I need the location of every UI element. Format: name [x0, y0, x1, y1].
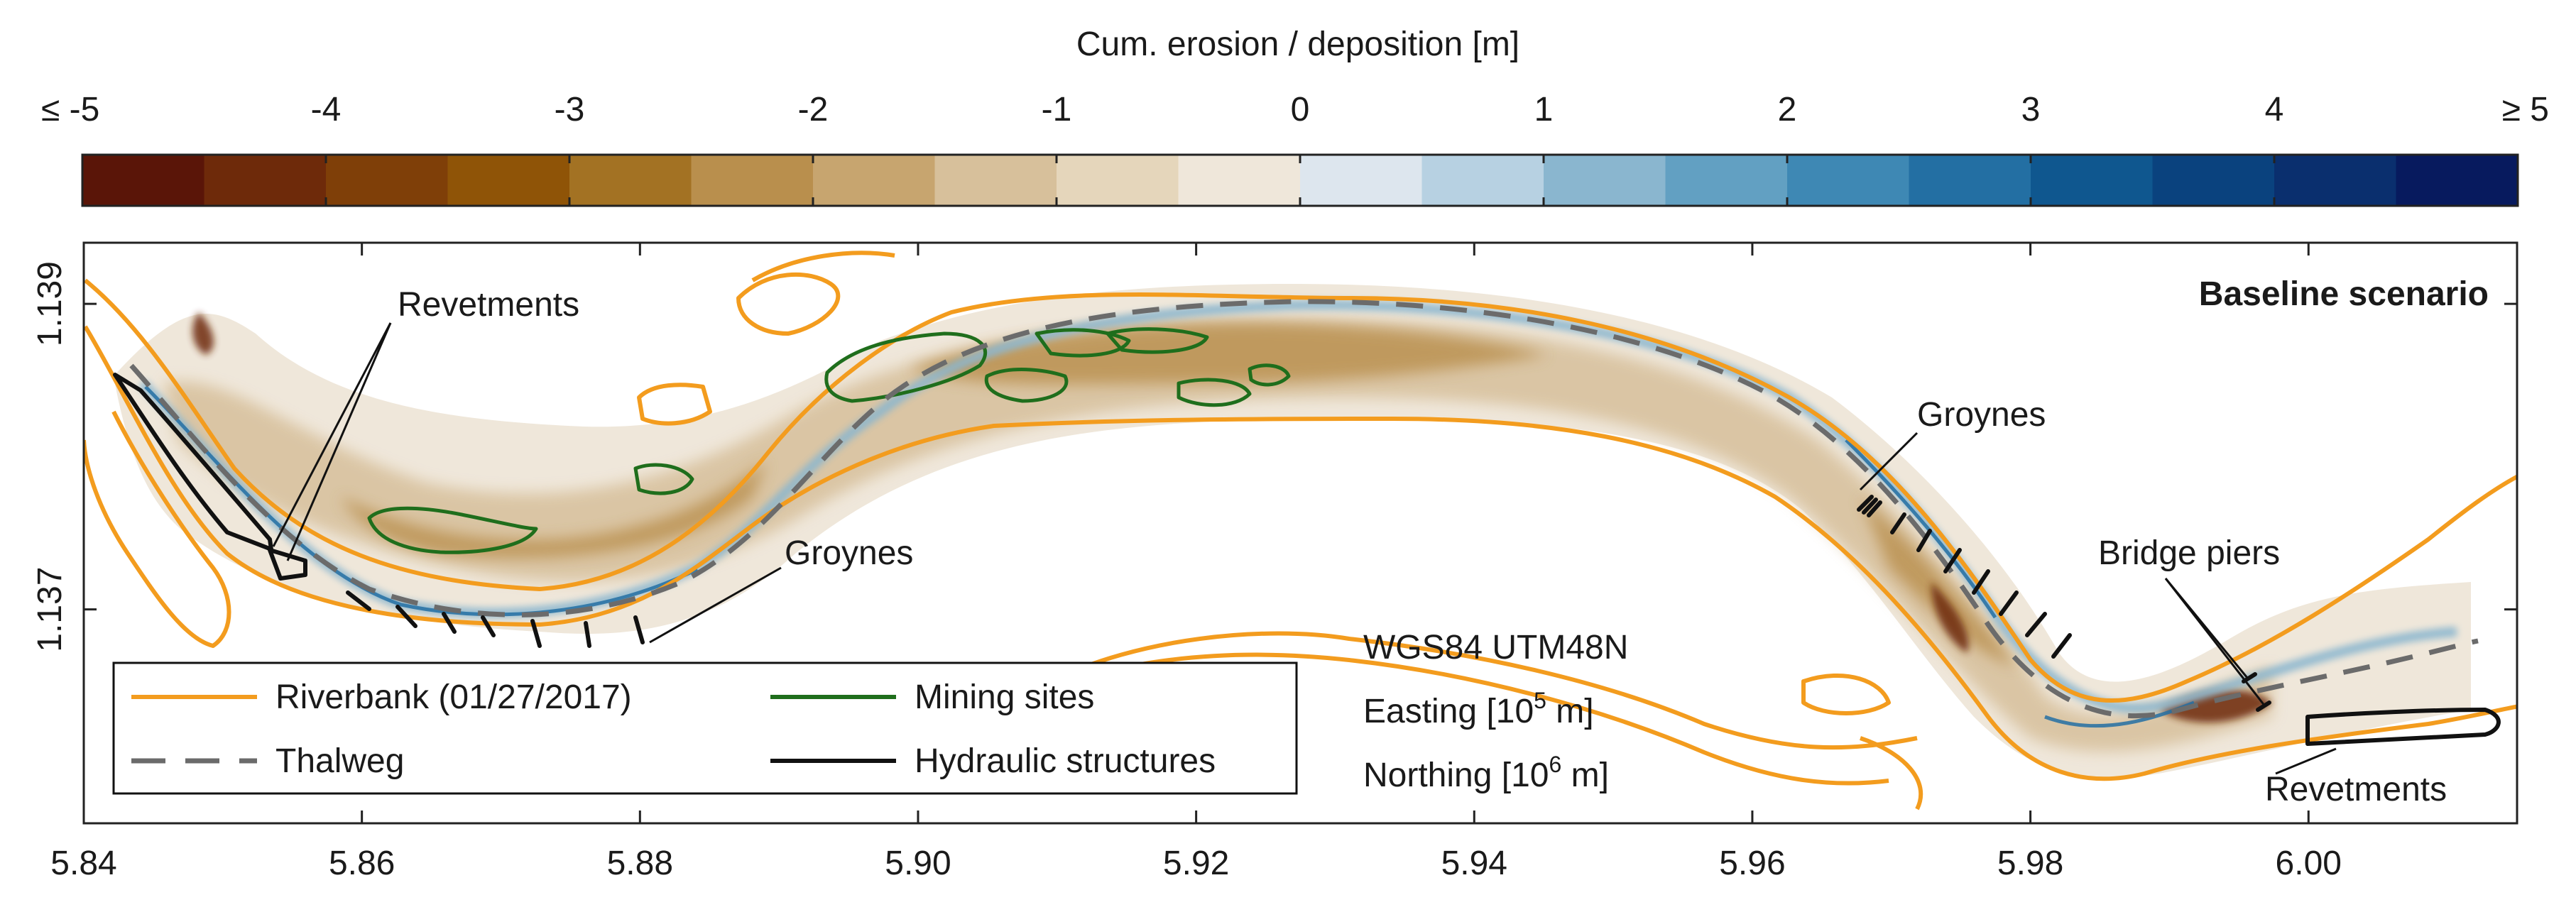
colorbar-bin	[934, 155, 1057, 206]
projection-info: WGS84 UTM48N Easting [105 m] Northing [1…	[1363, 629, 1628, 794]
legend: Riverbank (01/27/2017) Thalweg Mining si…	[112, 661, 1298, 795]
thalweg-line	[129, 299, 2479, 719]
legend-hydraulic-label: Hydraulic structures	[915, 742, 1216, 780]
colorbar-tick-label: 3	[2021, 91, 2041, 128]
colorbar-bin	[2274, 155, 2396, 206]
projection-easting: Easting [105 m]	[1363, 688, 1594, 730]
x-tick-label: 5.90	[885, 845, 951, 882]
colorbar-bin	[447, 155, 570, 206]
colorbar-tick-label: 4	[2265, 91, 2284, 128]
erosion-field-mid	[163, 319, 2272, 752]
legend-box	[112, 661, 1298, 795]
x-tick-label: 5.84	[50, 845, 116, 882]
colorbar-bin	[569, 155, 692, 206]
colorbar-tick-label: ≥ 5	[2502, 91, 2549, 128]
colorbar-bin	[204, 155, 327, 206]
projection-northing: Northing [106 m]	[1363, 752, 1609, 794]
scenario-label: Baseline scenario	[2199, 275, 2489, 313]
colorbar-bins	[82, 155, 2518, 206]
colorbar-bin	[1544, 155, 1666, 206]
map-axes-frame	[82, 241, 2518, 825]
colorbar-bin	[1665, 155, 1788, 206]
legend-mining-label: Mining sites	[915, 678, 1094, 716]
x-tick-label: 5.98	[1997, 845, 2063, 882]
revetment-right	[2305, 708, 2501, 746]
colorbar-tick-label: -2	[798, 91, 829, 128]
x-tick-label: 6.00	[2276, 845, 2342, 882]
y-tick-label: 1.137	[31, 567, 69, 652]
colorbar-bin	[1909, 155, 2031, 206]
colorbar-tick-label: -4	[311, 91, 342, 128]
mining-site-polygons	[367, 327, 1291, 554]
colorbar-bin	[2152, 155, 2275, 206]
colorbar-bin	[1300, 155, 1422, 206]
colorbar-tick-label: 2	[1778, 91, 1797, 128]
colorbar: Cum. erosion / deposition [m] ≤ -5 -4 -3 -2…	[41, 26, 2549, 207]
label-groynes-right: Groynes	[1917, 396, 2046, 434]
colorbar-tick-label: 0	[1291, 91, 1310, 128]
colorbar-bin	[1787, 155, 1909, 206]
projection-crs: WGS84 UTM48N	[1363, 629, 1628, 666]
colorbar-bin	[691, 155, 814, 206]
colorbar-bin	[82, 155, 204, 206]
colorbar-ticks	[81, 155, 2519, 206]
hydraulic-structures	[113, 373, 2501, 746]
map-content	[84, 251, 2517, 811]
map-panel: Revetments Groynes Groynes Bridge piers …	[31, 241, 2518, 882]
y-tick-label: 1.139	[31, 261, 69, 346]
x-tick-label: 5.92	[1163, 845, 1229, 882]
colorbar-bin	[813, 155, 935, 206]
colorbar-tick-label: 1	[1534, 91, 1554, 128]
colorbar-bin	[326, 155, 448, 206]
legend-riverbank-label: Riverbank (01/27/2017)	[275, 678, 632, 716]
colorbar-tick-label: -3	[555, 91, 585, 128]
annotation-leaders	[272, 322, 2337, 775]
legend-thalweg-label: Thalweg	[275, 742, 404, 780]
colorbar-tick-label: -1	[1042, 91, 1072, 128]
colorbar-tick-labels: ≤ -5 -4 -3 -2 -1 0 1 2 3 4 ≥ 5	[41, 91, 2549, 128]
colorbar-bin	[2031, 155, 2153, 206]
x-tick-label: 5.94	[1441, 845, 1507, 882]
groynes-left	[346, 590, 645, 648]
colorbar-bin	[1421, 155, 1544, 206]
label-revetments-right: Revetments	[2265, 771, 2447, 808]
x-tick-label: 5.88	[607, 845, 673, 882]
label-groynes-left: Groynes	[785, 534, 913, 572]
annotation-labels: Revetments Groynes Groynes Bridge piers …	[398, 275, 2489, 808]
label-revetments-left: Revetments	[398, 286, 579, 324]
x-axis: 5.84 5.86 5.88 5.90 5.92 5.94 5.96 5.98 6.00	[50, 243, 2342, 882]
label-bridge-piers: Bridge piers	[2098, 534, 2280, 572]
colorbar-title: Cum. erosion / deposition [m]	[1076, 26, 1519, 63]
revetment-left-pad	[268, 548, 307, 581]
colorbar-bin	[1178, 155, 1301, 206]
y-axis: 1.137 1.139	[31, 261, 2517, 652]
colorbar-tick-label: ≤ -5	[41, 91, 99, 128]
groynes-right	[1857, 495, 2072, 659]
x-tick-label: 5.86	[329, 845, 395, 882]
revetment-left	[113, 373, 273, 551]
colorbar-bin	[2396, 155, 2518, 206]
x-tick-label: 5.96	[1719, 845, 1785, 882]
colorbar-bin	[1057, 155, 1179, 206]
